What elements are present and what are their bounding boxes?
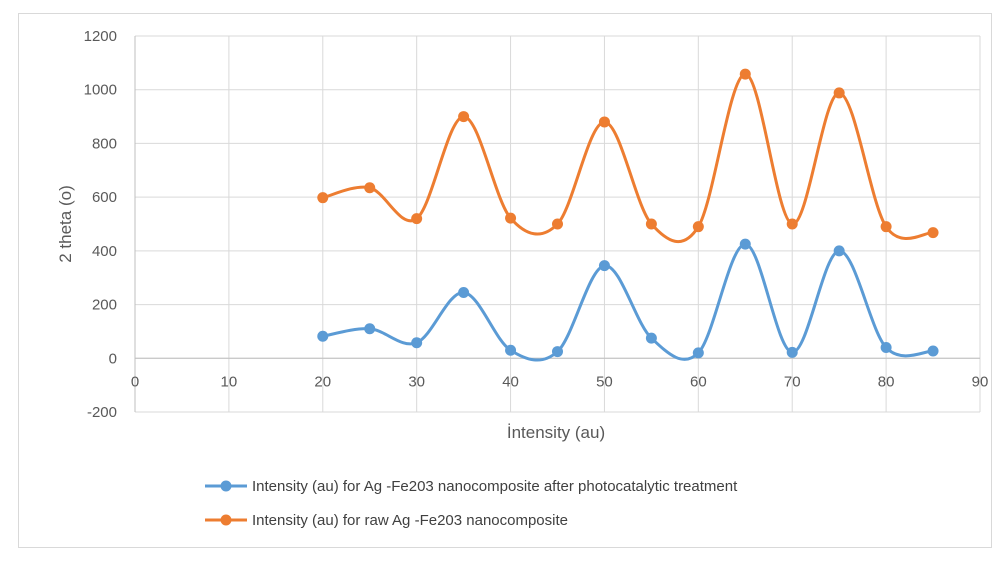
data-point [739, 238, 751, 250]
data-point [598, 260, 610, 272]
x-tick-label: 80 [878, 373, 895, 390]
data-point [552, 218, 563, 230]
legend-marker-dot [220, 480, 232, 492]
legend-marker-dot [220, 514, 232, 526]
y-tick-label: 400 [92, 243, 117, 260]
data-point [317, 192, 329, 204]
legend-item-after-treatment: Intensity (au) for Ag -Fe203 nanocomposi… [205, 478, 738, 495]
data-point [317, 330, 329, 342]
data-point [411, 213, 423, 225]
data-point [552, 346, 563, 358]
data-point [833, 87, 845, 99]
data-point [645, 332, 657, 344]
data-point [458, 111, 470, 123]
x-tick-label: 90 [972, 373, 989, 390]
data-point [739, 68, 751, 80]
y-axis-tick-labels: -200 0 200 400 600 800 1000 1200 [84, 28, 117, 421]
x-axis-tick-labels: 0 10 20 30 40 50 60 70 80 90 [131, 373, 989, 390]
y-tick-label: 1000 [84, 82, 117, 99]
data-point [364, 182, 376, 194]
x-tick-label: 20 [314, 373, 331, 390]
data-point [505, 344, 517, 356]
data-point [458, 286, 470, 298]
y-tick-label: 0 [109, 350, 117, 367]
data-point [692, 221, 704, 233]
legend-label: Intensity (au) for raw Ag -Fe203 nanocom… [252, 512, 568, 529]
data-point [645, 218, 657, 230]
y-tick-label: -200 [87, 404, 117, 421]
chart-area [18, 13, 992, 548]
data-point [880, 221, 892, 233]
legend: Intensity (au) for Ag -Fe203 nanocomposi… [205, 478, 738, 529]
x-tick-label: 60 [690, 373, 707, 390]
series-points [317, 68, 939, 359]
data-point [364, 323, 376, 335]
data-point [505, 212, 517, 224]
data-point [786, 346, 798, 358]
legend-item-raw: Intensity (au) for raw Ag -Fe203 nanocom… [205, 512, 568, 529]
x-tick-label: 70 [784, 373, 801, 390]
y-tick-label: 800 [92, 135, 117, 152]
data-point [880, 342, 892, 354]
x-axis-title: İntensity (au) [507, 423, 605, 442]
legend-label: Intensity (au) for Ag -Fe203 nanocomposi… [252, 478, 738, 495]
y-tick-label: 200 [92, 297, 117, 314]
data-point [927, 227, 939, 239]
x-tick-label: 40 [502, 373, 519, 390]
x-tick-label: 30 [408, 373, 425, 390]
x-tick-label: 50 [596, 373, 613, 390]
data-point [411, 337, 423, 349]
x-tick-label: 0 [131, 373, 139, 390]
data-point [598, 116, 610, 128]
y-tick-label: 1200 [84, 28, 117, 45]
data-point [692, 347, 704, 359]
data-point [833, 245, 845, 257]
y-tick-label: 600 [92, 189, 117, 206]
y-axis-title: 2 theta (o) [56, 185, 75, 263]
x-tick-label: 10 [221, 373, 238, 390]
data-point [786, 218, 798, 230]
data-point [927, 345, 939, 357]
